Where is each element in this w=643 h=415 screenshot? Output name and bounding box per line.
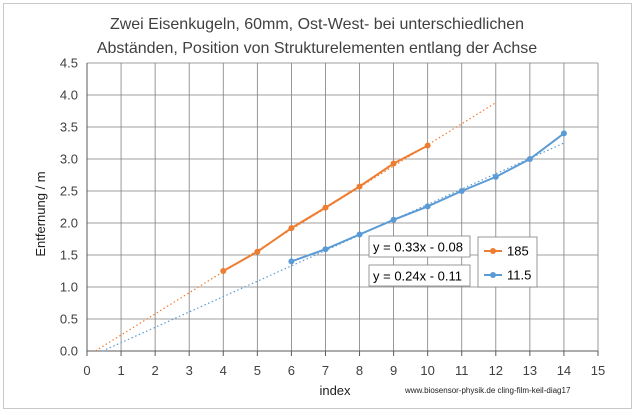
legend-marker (490, 248, 496, 254)
y-tick-label: 4.5 (60, 56, 78, 71)
data-point (322, 246, 329, 253)
x-tick-label: 11 (455, 363, 469, 378)
y-tick-label: 0.0 (60, 344, 78, 359)
data-point (560, 130, 567, 137)
data-point (254, 248, 261, 255)
chart-title-line-1: Zwei Eisenkugeln, 60mm, Ost-West- bei un… (110, 16, 524, 33)
y-tick-label: 4.0 (60, 88, 78, 103)
y-tick-label: 3.0 (60, 152, 78, 167)
legend-marker (490, 272, 496, 278)
data-series (220, 130, 567, 274)
x-tick-label: 13 (523, 363, 537, 378)
data-point (424, 203, 431, 210)
chart: Zwei Eisenkugeln, 60mm, Ost-West- bei un… (33, 16, 605, 398)
x-tick-label: 15 (591, 363, 605, 378)
trendline-equations: y = 0.33x - 0.08 y = 0.24x - 0.11 (368, 235, 471, 287)
data-point (220, 268, 227, 274)
equation-box (368, 235, 471, 258)
trendline-equation: y = 0.24x - 0.11 (373, 269, 462, 284)
trendline-equation: y = 0.33x - 0.08 (373, 240, 463, 255)
credit-text: www.biosensor-physik.de cling-film-keil-… (404, 386, 571, 395)
grid (87, 62, 599, 351)
x-tick-label: 12 (489, 363, 503, 378)
legend-label: 11.5 (507, 268, 531, 283)
data-point (356, 231, 363, 238)
data-point (492, 173, 499, 180)
x-tick-label: 0 (83, 363, 90, 378)
y-axis-label: Entfernung / m (33, 171, 48, 256)
y-tick-label: 0.5 (60, 312, 78, 327)
chart-frame: Zwei Eisenkugeln, 60mm, Ost-West- bei un… (3, 3, 632, 409)
trendlines (95, 102, 565, 352)
x-tick-labels: 0 1 2 3 4 5 6 7 8 9 10 11 12 13 14 15 (83, 363, 605, 378)
legend: 185 11.5 (477, 236, 538, 288)
data-point (322, 204, 329, 211)
x-tick-label: 6 (288, 363, 295, 378)
legend-label: 185 (507, 244, 529, 259)
x-tick-label: 5 (254, 363, 261, 378)
data-point (424, 142, 431, 149)
y-tick-label: 1.5 (60, 248, 78, 263)
data-point (526, 156, 533, 162)
y-tick-label: 1.0 (60, 280, 78, 295)
data-point (356, 183, 363, 190)
trendline-1 (102, 142, 565, 352)
x-tick-label: 3 (186, 363, 193, 378)
chart-title: Zwei Eisenkugeln, 60mm, Ost-West- bei un… (97, 16, 537, 57)
x-axis-label: index (319, 383, 351, 398)
y-tick-label: 2.0 (60, 216, 78, 231)
data-point (458, 188, 465, 194)
data-point (390, 216, 397, 223)
x-tick-label: 9 (390, 363, 397, 378)
equation-box (368, 264, 471, 287)
trendline-0 (95, 102, 497, 352)
axes (86, 63, 599, 356)
data-point (288, 225, 295, 232)
chart-title-line-2: Abständen, Position von Strukturelemente… (97, 40, 537, 57)
data-point (390, 160, 397, 167)
legend-box (477, 236, 538, 288)
x-tick-label: 10 (420, 363, 434, 378)
x-tick-label: 4 (220, 363, 227, 378)
x-tick-label: 14 (557, 363, 571, 378)
y-tick-labels: 0.0 0.5 1.0 1.5 2.0 2.5 3.0 3.5 4.0 4.5 (60, 56, 78, 359)
x-tick-label: 1 (117, 363, 124, 378)
x-tick-label: 7 (322, 363, 329, 378)
data-point (288, 258, 295, 265)
x-tick-label: 8 (356, 363, 363, 378)
y-tick-label: 3.5 (60, 120, 78, 135)
y-tick-label: 2.5 (60, 184, 78, 199)
x-tick-label: 2 (152, 363, 159, 378)
